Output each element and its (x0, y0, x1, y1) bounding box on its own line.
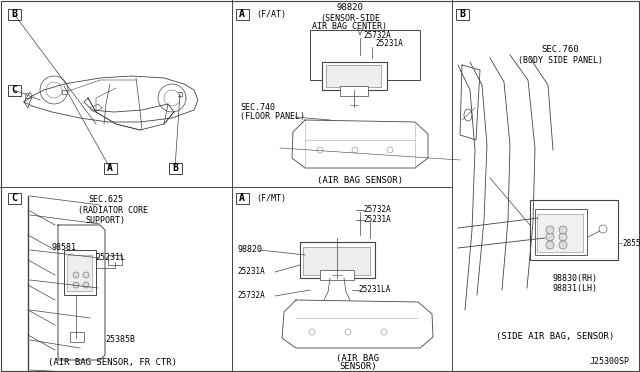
Circle shape (559, 233, 567, 241)
Bar (108, 255, 122, 265)
Circle shape (83, 282, 89, 288)
Text: 25732A: 25732A (237, 292, 265, 301)
Text: SUPPORT): SUPPORT) (85, 215, 125, 224)
Text: (AIR BAG SENSOR, FR CTR): (AIR BAG SENSOR, FR CTR) (47, 357, 177, 366)
Text: SEC.760: SEC.760 (541, 45, 579, 55)
Text: (SIDE AIR BAG, SENSOR): (SIDE AIR BAG, SENSOR) (496, 331, 614, 340)
Bar (236, 192, 248, 203)
Text: 98820: 98820 (337, 3, 364, 13)
Text: (RADIATOR CORE: (RADIATOR CORE (78, 205, 148, 215)
Bar (326, 65, 381, 87)
Text: 98820: 98820 (237, 246, 262, 254)
Bar (8, 84, 20, 96)
Text: AIR BAG CENTER): AIR BAG CENTER) (312, 22, 387, 32)
Text: A: A (107, 163, 113, 173)
Bar (25, 93, 31, 98)
Text: A: A (239, 9, 245, 19)
Text: (SENSOR-SIDE: (SENSOR-SIDE (320, 13, 380, 22)
Bar (168, 163, 182, 173)
Bar (8, 9, 20, 19)
Bar (236, 9, 248, 19)
Text: B: B (459, 9, 465, 19)
Text: 25732A: 25732A (363, 205, 391, 215)
Circle shape (559, 226, 567, 234)
Text: C: C (11, 193, 17, 203)
Text: SEC.625: SEC.625 (88, 196, 123, 205)
Text: (BODY SIDE PANEL): (BODY SIDE PANEL) (518, 55, 602, 64)
Circle shape (73, 272, 79, 278)
Bar (64, 250, 96, 295)
Bar (535, 209, 587, 255)
Bar (310, 30, 420, 80)
Text: SEC.740: SEC.740 (240, 103, 275, 112)
Text: 25231A: 25231A (363, 215, 391, 224)
Circle shape (599, 225, 607, 233)
Bar (322, 62, 387, 90)
Text: (F/MT): (F/MT) (256, 193, 286, 202)
Bar (8, 192, 20, 203)
Text: 98581: 98581 (52, 244, 77, 253)
Text: 98831(LH): 98831(LH) (552, 283, 598, 292)
Text: 25732A: 25732A (363, 31, 391, 39)
Bar (340, 86, 368, 96)
Bar (456, 9, 468, 19)
Text: J25300SP: J25300SP (590, 357, 630, 366)
Text: 25231A: 25231A (375, 39, 403, 48)
Bar (303, 247, 370, 275)
Text: (AIR BAG: (AIR BAG (337, 353, 380, 362)
Text: 28556B: 28556B (622, 238, 640, 247)
Bar (320, 270, 354, 280)
Bar (104, 163, 116, 173)
Circle shape (546, 226, 554, 234)
Text: A: A (239, 193, 245, 203)
Bar (67, 255, 92, 291)
Circle shape (83, 272, 89, 278)
Bar (537, 214, 583, 252)
Bar (530, 200, 618, 260)
Bar (300, 242, 375, 278)
Circle shape (73, 282, 79, 288)
Text: (F/AT): (F/AT) (256, 10, 286, 19)
Text: SENSOR): SENSOR) (339, 362, 377, 372)
Text: 25231A: 25231A (237, 267, 265, 276)
Text: 25231LA: 25231LA (358, 285, 390, 295)
Text: 25385B: 25385B (105, 336, 135, 344)
Text: 98830(RH): 98830(RH) (552, 273, 598, 282)
Circle shape (559, 241, 567, 249)
Text: 25231L: 25231L (95, 253, 125, 263)
Circle shape (546, 233, 554, 241)
Text: B: B (11, 9, 17, 19)
Circle shape (546, 241, 554, 249)
Text: (AIR BAG SENSOR): (AIR BAG SENSOR) (317, 176, 403, 185)
Text: C: C (11, 85, 17, 95)
Text: B: B (172, 163, 178, 173)
Text: (FLOOR PANEL): (FLOOR PANEL) (240, 112, 305, 122)
Bar (70, 332, 84, 342)
